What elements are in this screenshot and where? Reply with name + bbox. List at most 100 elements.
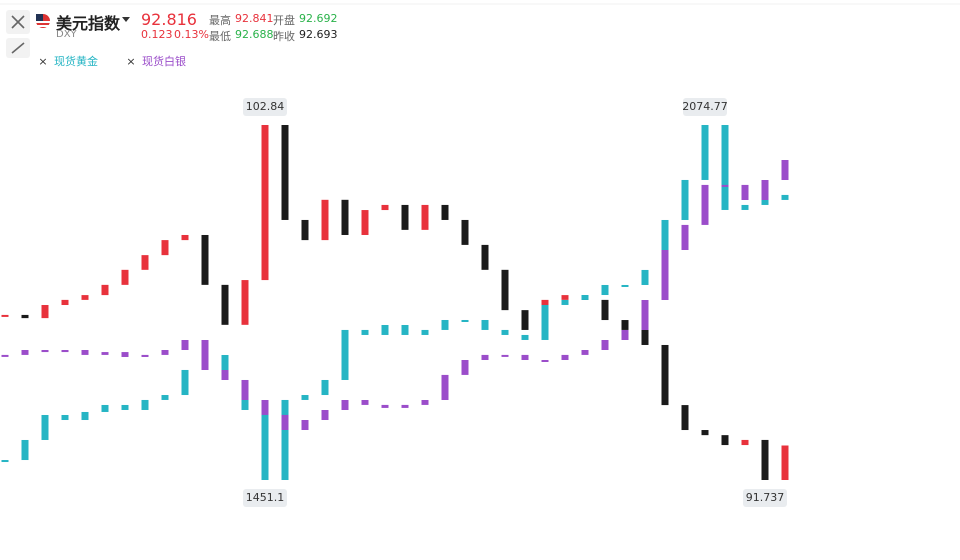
candle xyxy=(561,299,569,305)
candle xyxy=(741,184,749,200)
candle xyxy=(281,125,289,220)
candle xyxy=(241,380,249,400)
change: 0.123 xyxy=(141,28,173,41)
candle xyxy=(481,354,489,360)
candle xyxy=(321,379,329,396)
candle xyxy=(221,370,229,380)
candle xyxy=(461,219,469,245)
candle xyxy=(521,310,529,330)
legend-entry[interactable]: 现货黄金 xyxy=(54,54,98,68)
candle xyxy=(101,404,109,412)
close-button[interactable] xyxy=(6,10,30,34)
candle xyxy=(141,399,149,410)
candle xyxy=(781,445,789,480)
candle xyxy=(741,204,749,210)
candle xyxy=(581,295,589,300)
candle xyxy=(1,314,9,317)
candle xyxy=(281,414,289,430)
instrument-code: DXY xyxy=(56,29,77,40)
candle xyxy=(101,352,109,355)
candle xyxy=(381,404,389,408)
candle xyxy=(261,409,269,480)
candle xyxy=(81,350,89,355)
stat-value: 92.692 xyxy=(299,12,338,25)
callout-label: 91.737 xyxy=(746,491,785,504)
candle xyxy=(181,340,189,350)
dropdown-arrow[interactable] xyxy=(122,17,130,22)
candle xyxy=(81,295,89,300)
candle xyxy=(761,199,769,205)
candle xyxy=(681,179,689,220)
candle xyxy=(681,405,689,431)
candle xyxy=(121,269,129,285)
stat-label: 最高 xyxy=(209,14,231,27)
flag-icon xyxy=(36,14,50,28)
candle xyxy=(641,329,649,345)
candle xyxy=(661,250,669,300)
candle xyxy=(361,210,369,235)
candle xyxy=(21,350,29,355)
stat-label: 昨收 xyxy=(273,30,295,43)
candle xyxy=(661,219,669,270)
candle xyxy=(621,284,629,287)
candle xyxy=(261,400,269,415)
candle xyxy=(501,269,509,311)
candle xyxy=(721,125,729,210)
candle xyxy=(201,340,209,370)
candle xyxy=(501,354,509,357)
candle xyxy=(521,334,529,340)
candle xyxy=(621,320,629,330)
candle xyxy=(21,439,29,461)
candle xyxy=(781,194,789,200)
candle xyxy=(301,395,309,400)
candle xyxy=(401,325,409,335)
candle xyxy=(121,352,129,357)
candle xyxy=(141,354,149,357)
candle xyxy=(721,435,729,446)
candle xyxy=(641,269,649,285)
candle xyxy=(341,400,349,410)
candle xyxy=(221,284,229,325)
candle xyxy=(261,125,269,281)
candle xyxy=(41,305,49,319)
candle xyxy=(61,414,69,421)
candle xyxy=(461,360,469,375)
price: 92.816 xyxy=(141,10,197,29)
callout-box xyxy=(243,489,287,507)
candle xyxy=(601,284,609,296)
candle xyxy=(221,355,229,380)
candle xyxy=(701,184,709,225)
callout-label: 102.84 xyxy=(246,100,285,113)
candle xyxy=(341,199,349,235)
stat-label: 开盘 xyxy=(273,14,295,27)
candle xyxy=(101,284,109,296)
candle xyxy=(401,204,409,230)
candle xyxy=(781,160,789,180)
candle xyxy=(381,325,389,335)
stat-value: 92.693 xyxy=(299,28,338,41)
candle xyxy=(421,400,429,405)
tool-button[interactable] xyxy=(6,38,30,58)
candle xyxy=(461,319,469,322)
instrument-name: 美元指数 xyxy=(56,14,121,33)
candle xyxy=(441,319,449,330)
candle xyxy=(281,399,289,480)
candle xyxy=(421,204,429,230)
candle xyxy=(61,350,69,353)
callout-label: 1451.1 xyxy=(246,491,285,504)
candle xyxy=(481,319,489,330)
candle xyxy=(81,411,89,421)
candle xyxy=(1,460,9,463)
candle xyxy=(41,350,49,353)
candle xyxy=(561,354,569,360)
candle xyxy=(721,184,729,187)
candle xyxy=(21,314,29,319)
callout-box xyxy=(683,98,727,116)
candle xyxy=(341,329,349,380)
candle xyxy=(541,304,549,340)
legend-entry[interactable]: 现货白银 xyxy=(142,54,186,68)
candle xyxy=(761,180,769,200)
candle xyxy=(181,234,189,241)
candle xyxy=(701,430,709,436)
